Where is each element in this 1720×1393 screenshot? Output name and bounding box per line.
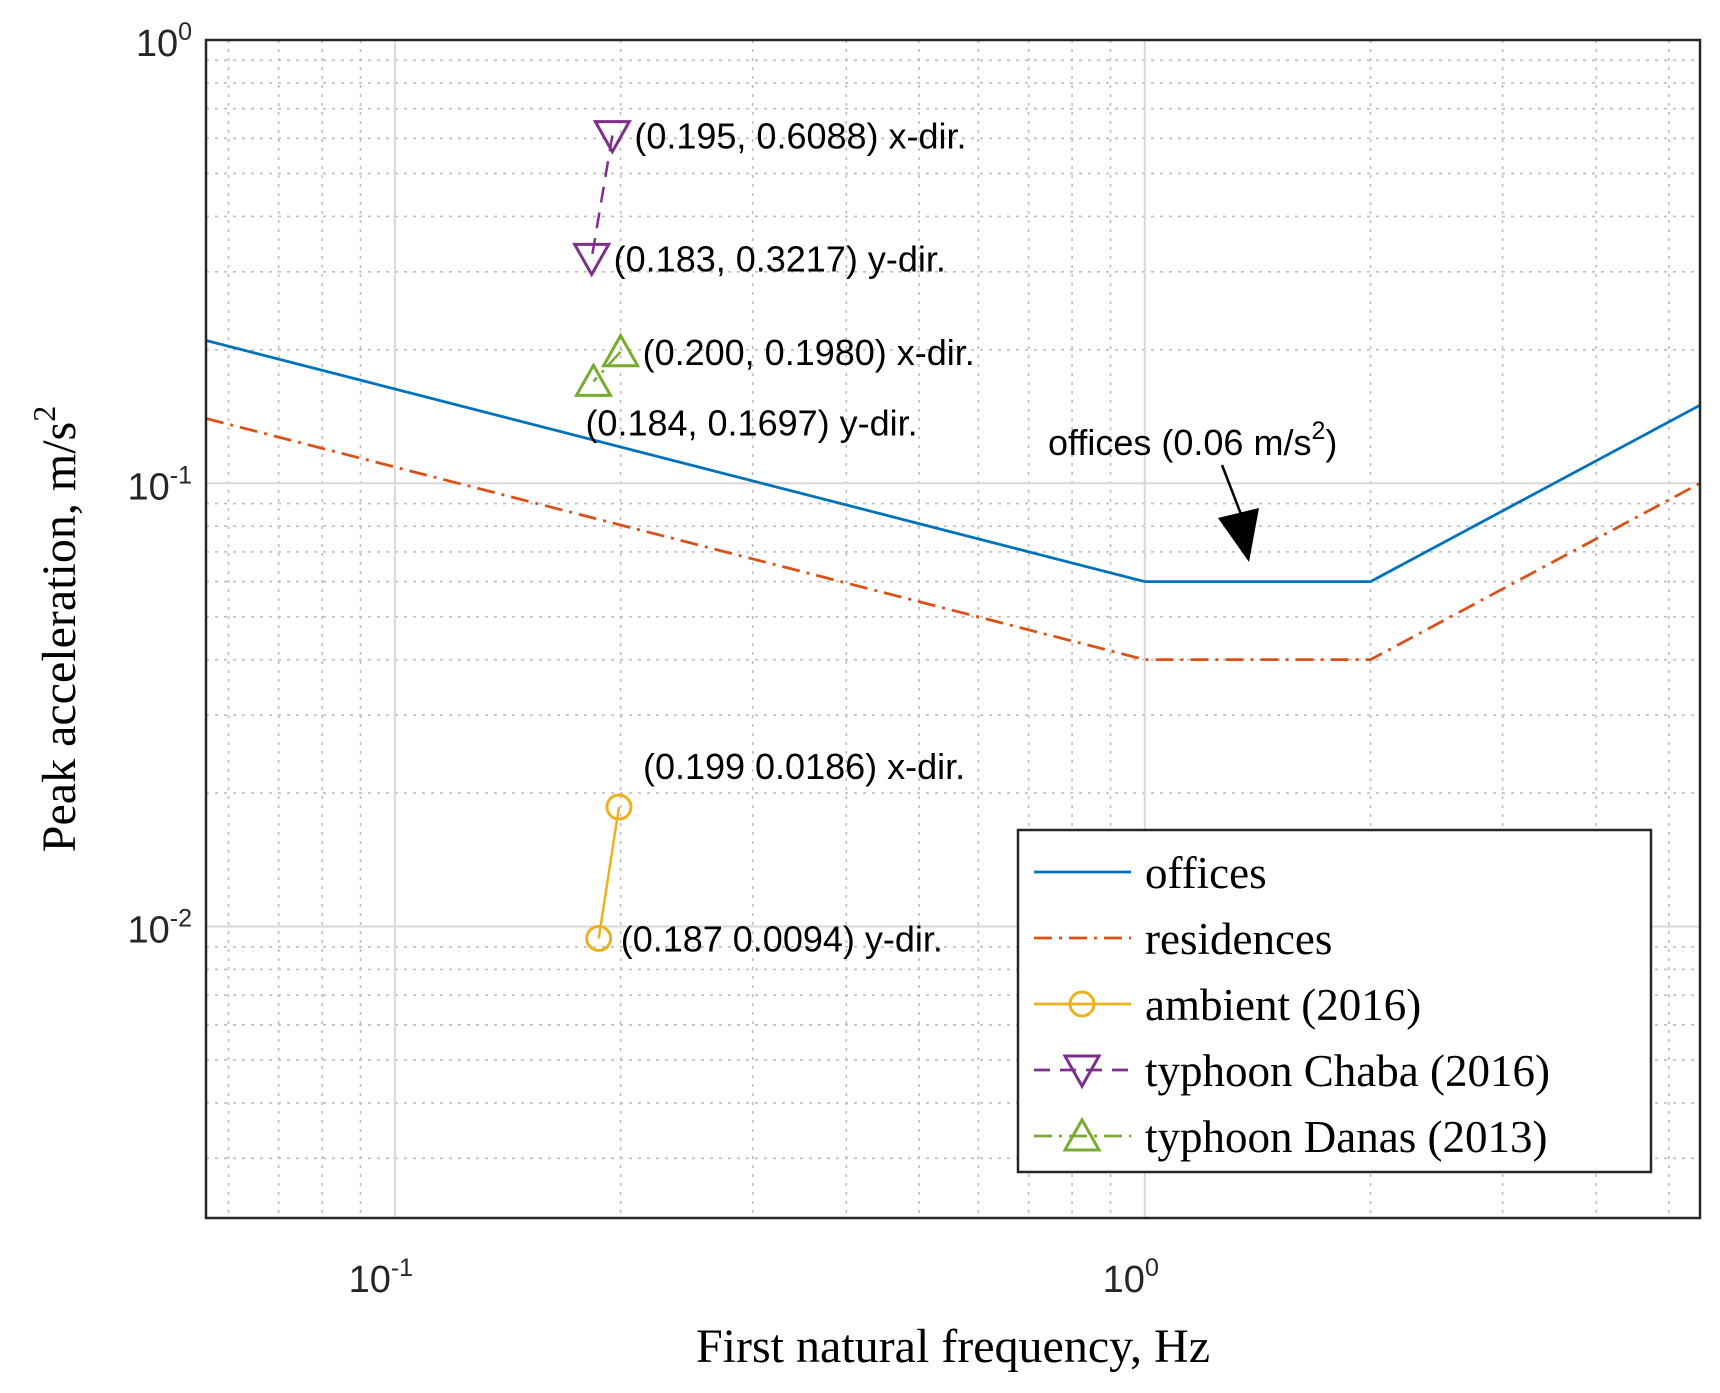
offices-arrow-head [1218, 508, 1259, 562]
legend-label-residences: residences [1145, 914, 1332, 964]
x-axis-title: First natural frequency, Hz [696, 1320, 1210, 1373]
y-tick-label: 10-1 [127, 461, 192, 508]
series-line-ambient-2016 [597, 806, 621, 939]
offices-annotation-sup: 2 [1311, 417, 1325, 445]
legend-label-ambient-2016: ambient (2016) [1145, 980, 1421, 1030]
y-axis-title: Peak acceleration, m/s2 [26, 406, 86, 852]
y-axis-title-sup: 2 [26, 406, 62, 422]
data-point-ambient-2016 [585, 924, 613, 952]
data-point-ambient-2016 [605, 793, 633, 821]
legend-label-typhoon-chaba-2016: typhoon Chaba (2016) [1145, 1046, 1550, 1096]
y-tick-labels: 100 10-1 10-2 [127, 18, 192, 952]
legend-box [1016, 828, 1653, 1174]
series-line-offices [206, 339, 1700, 583]
data-point-typhoon-danas-2013 [601, 332, 641, 368]
plot-frame [204, 38, 1702, 1220]
legend-swatch-marker [1068, 990, 1096, 1018]
y-tick-label: 10-2 [127, 905, 192, 952]
legend-swatch-marker [1062, 1054, 1102, 1090]
data-point-typhoon-danas-2013 [573, 362, 614, 397]
data-point-typhoon-chaba-2016 [572, 242, 612, 278]
legend-swatch-marker [1062, 1116, 1102, 1152]
data-point-typhoon-chaba-2016 [592, 120, 632, 155]
series-lines [206, 135, 1700, 939]
point-annotations: (0.195, 0.6088) x-dir. (0.183, 0.3217) y-… [585, 116, 974, 960]
point-annotation: (0.195, 0.6088) x-dir. [634, 116, 966, 157]
series-line-residences [206, 417, 1700, 662]
series-line-typhoon-chaba-2016 [590, 135, 614, 259]
legend-label-typhoon-danas-2013: typhoon Danas (2013) [1145, 1112, 1547, 1162]
point-annotation: (0.200, 0.1980) x-dir. [643, 332, 975, 373]
offices-annotation-suffix: ) [1325, 422, 1337, 463]
point-annotation: (0.187 0.0094) y-dir. [621, 918, 943, 959]
series-markers [572, 120, 641, 952]
point-annotation: (0.183, 0.3217) y-dir. [614, 238, 946, 279]
offices-arrow-annotation: offices (0.06 m/s2) [1048, 417, 1337, 562]
offices-annotation-text: offices (0.06 m/s2) [1048, 417, 1337, 463]
x-tick-labels: 10-1 100 [349, 1254, 1159, 1301]
series-line-typhoon-danas-2013 [592, 350, 622, 383]
legend-label-offices: offices [1145, 848, 1267, 898]
offices-annotation-main: offices (0.06 m/s [1048, 422, 1311, 463]
point-annotation: (0.184, 0.1697) y-dir. [585, 402, 917, 443]
y-tick-label: 100 [136, 18, 192, 65]
point-annotation: (0.199 0.0186) x-dir. [643, 746, 965, 787]
x-tick-label: 10-1 [349, 1254, 414, 1301]
y-axis-title-main: Peak acceleration, m/s [33, 422, 86, 852]
x-tick-label: 100 [1103, 1254, 1159, 1301]
legend: offices residences ambient (2016) typhoon C… [1016, 828, 1653, 1174]
